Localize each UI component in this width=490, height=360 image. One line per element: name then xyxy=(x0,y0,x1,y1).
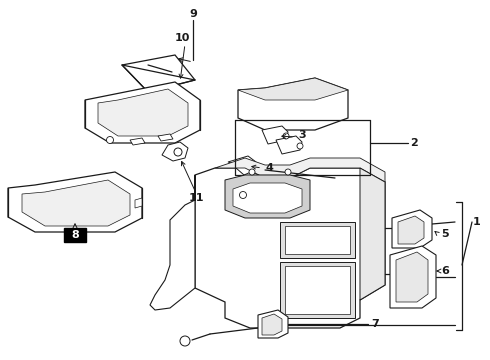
Polygon shape xyxy=(85,82,200,143)
Polygon shape xyxy=(130,138,145,145)
Text: 5: 5 xyxy=(441,229,449,239)
Circle shape xyxy=(283,133,289,139)
Polygon shape xyxy=(398,216,424,244)
Text: 8: 8 xyxy=(71,230,79,240)
Polygon shape xyxy=(285,266,350,314)
Text: 6: 6 xyxy=(441,266,449,276)
Polygon shape xyxy=(8,172,142,232)
Polygon shape xyxy=(233,183,302,213)
Text: 10: 10 xyxy=(174,33,190,43)
Polygon shape xyxy=(150,175,195,310)
Polygon shape xyxy=(225,175,310,218)
Polygon shape xyxy=(98,89,188,136)
Polygon shape xyxy=(258,310,288,338)
Circle shape xyxy=(174,148,182,156)
Polygon shape xyxy=(262,126,288,144)
Polygon shape xyxy=(122,55,195,92)
Polygon shape xyxy=(280,222,355,258)
Text: 4: 4 xyxy=(265,163,273,173)
Bar xyxy=(64,228,86,242)
Polygon shape xyxy=(236,163,258,175)
Polygon shape xyxy=(390,246,436,308)
Circle shape xyxy=(249,169,255,175)
Polygon shape xyxy=(195,168,385,328)
Polygon shape xyxy=(360,168,385,300)
Text: 2: 2 xyxy=(410,138,418,148)
Text: 11: 11 xyxy=(188,193,204,203)
Bar xyxy=(296,122,308,127)
Polygon shape xyxy=(238,78,348,130)
Polygon shape xyxy=(396,252,428,302)
Polygon shape xyxy=(215,158,385,182)
Polygon shape xyxy=(285,226,350,254)
Circle shape xyxy=(106,136,114,144)
Polygon shape xyxy=(238,78,348,100)
Text: 3: 3 xyxy=(298,130,306,140)
Text: 7: 7 xyxy=(371,319,379,329)
Polygon shape xyxy=(162,142,188,161)
Polygon shape xyxy=(158,134,173,141)
Circle shape xyxy=(180,336,190,346)
Polygon shape xyxy=(262,314,282,335)
Text: 1: 1 xyxy=(473,217,481,227)
Polygon shape xyxy=(228,156,256,168)
Circle shape xyxy=(297,143,303,149)
Polygon shape xyxy=(22,180,130,226)
Circle shape xyxy=(285,169,291,175)
Polygon shape xyxy=(135,198,142,208)
Circle shape xyxy=(240,192,246,198)
Text: 9: 9 xyxy=(189,9,197,19)
Polygon shape xyxy=(276,136,302,154)
Polygon shape xyxy=(392,210,432,248)
Polygon shape xyxy=(280,262,355,318)
